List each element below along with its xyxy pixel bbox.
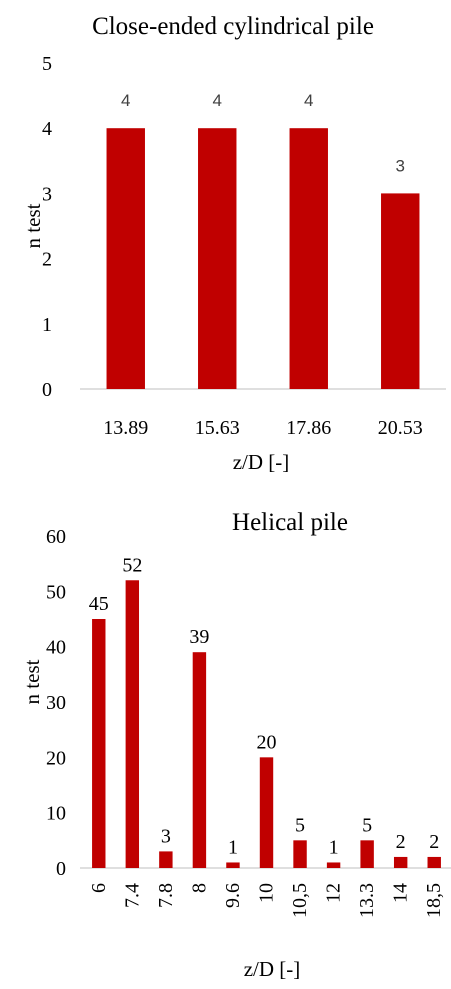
c2-y-tick-label: 20: [46, 747, 66, 769]
c2-data-label: 5: [362, 814, 372, 836]
c2-x-tick-label: 7.4: [121, 883, 143, 908]
c2-data-label: 1: [228, 836, 238, 858]
c1-y-tick-label: 0: [42, 379, 52, 401]
c2-x-tick-label: 6: [88, 883, 110, 893]
c2-data-label: 2: [429, 831, 439, 853]
c2-y-tick-label: 10: [46, 803, 66, 825]
c1-x-tick-label: 15.63: [195, 417, 240, 439]
c2-y-tick-label: 40: [46, 637, 66, 659]
c1-data-label: 4: [304, 91, 313, 110]
c2-data-label: 52: [122, 554, 142, 576]
c1-data-label: 3: [396, 156, 405, 175]
c2-x-tick-label: 14: [390, 883, 412, 903]
c2-data-label: 3: [161, 825, 171, 847]
c2-data-label: 20: [257, 731, 277, 753]
c2-data-label: 5: [295, 814, 305, 836]
c1-x-tick-label: 13.89: [103, 417, 148, 439]
chart1-y-axis-label: n test: [21, 203, 45, 248]
chart-close-ended-pile: Close-ended cylindrical pile 0 1 2 3 4 5 4 4 4 3…: [21, 13, 446, 474]
c2-y-tick-label: 30: [46, 692, 66, 714]
c1-y-tick-label: 3: [42, 183, 52, 205]
c2-x-tick-label: 9.6: [222, 883, 244, 908]
c1-y-tick-label: 1: [42, 314, 52, 336]
c2-x-tick-label: 8: [188, 883, 210, 893]
c2-bar: [125, 580, 140, 868]
c1-data-label: 4: [213, 91, 222, 110]
c2-x-tick-label: 7.8: [155, 883, 177, 908]
c2-bar: [360, 840, 374, 868]
c2-x-tick-label: 10: [256, 883, 278, 903]
c1-y-tick-label: 2: [42, 249, 52, 271]
c2-bar: [326, 862, 341, 868]
c1-x-tick-label: 20.53: [378, 417, 423, 439]
chart1-title: Close-ended cylindrical pile: [92, 13, 374, 40]
c1-data-label: 4: [121, 91, 130, 110]
c1-x-tick-label: 17.86: [286, 417, 331, 439]
c2-bar: [293, 840, 307, 868]
c2-bar: [192, 652, 207, 868]
c1-y-tick-label: 4: [42, 118, 52, 140]
c2-x-tick-label: 12: [323, 883, 345, 903]
chart2-y-axis-label: n test: [20, 659, 44, 704]
c2-bar: [159, 851, 173, 868]
chart1-x-axis-label: z/D [-]: [233, 450, 290, 474]
c2-bar: [393, 856, 408, 868]
c2-bar: [259, 757, 274, 868]
c1-bar: [289, 128, 328, 389]
chart2-title: Helical pile: [232, 509, 348, 536]
c1-bar: [198, 128, 237, 389]
c2-data-label: 39: [189, 626, 209, 648]
c2-bar: [92, 619, 106, 868]
c2-data-label: 45: [89, 593, 109, 615]
c2-y-tick-label: 50: [46, 581, 66, 603]
c1-bar: [381, 193, 420, 389]
c2-x-tick-label: 18,5: [423, 883, 445, 918]
c2-bar: [427, 856, 441, 868]
c2-y-tick-label: 60: [46, 526, 66, 548]
c2-bar: [226, 862, 240, 868]
chart2-x-axis-label: z/D [-]: [244, 957, 301, 981]
c1-bar: [106, 128, 145, 389]
c2-x-tick-label: 13.3: [356, 883, 378, 918]
c2-y-tick-label: 0: [56, 858, 66, 880]
c2-data-label: 1: [329, 836, 339, 858]
c2-data-label: 2: [396, 831, 406, 853]
c1-y-tick-label: 5: [42, 53, 52, 75]
c2-x-tick-label: 10,5: [289, 883, 311, 918]
